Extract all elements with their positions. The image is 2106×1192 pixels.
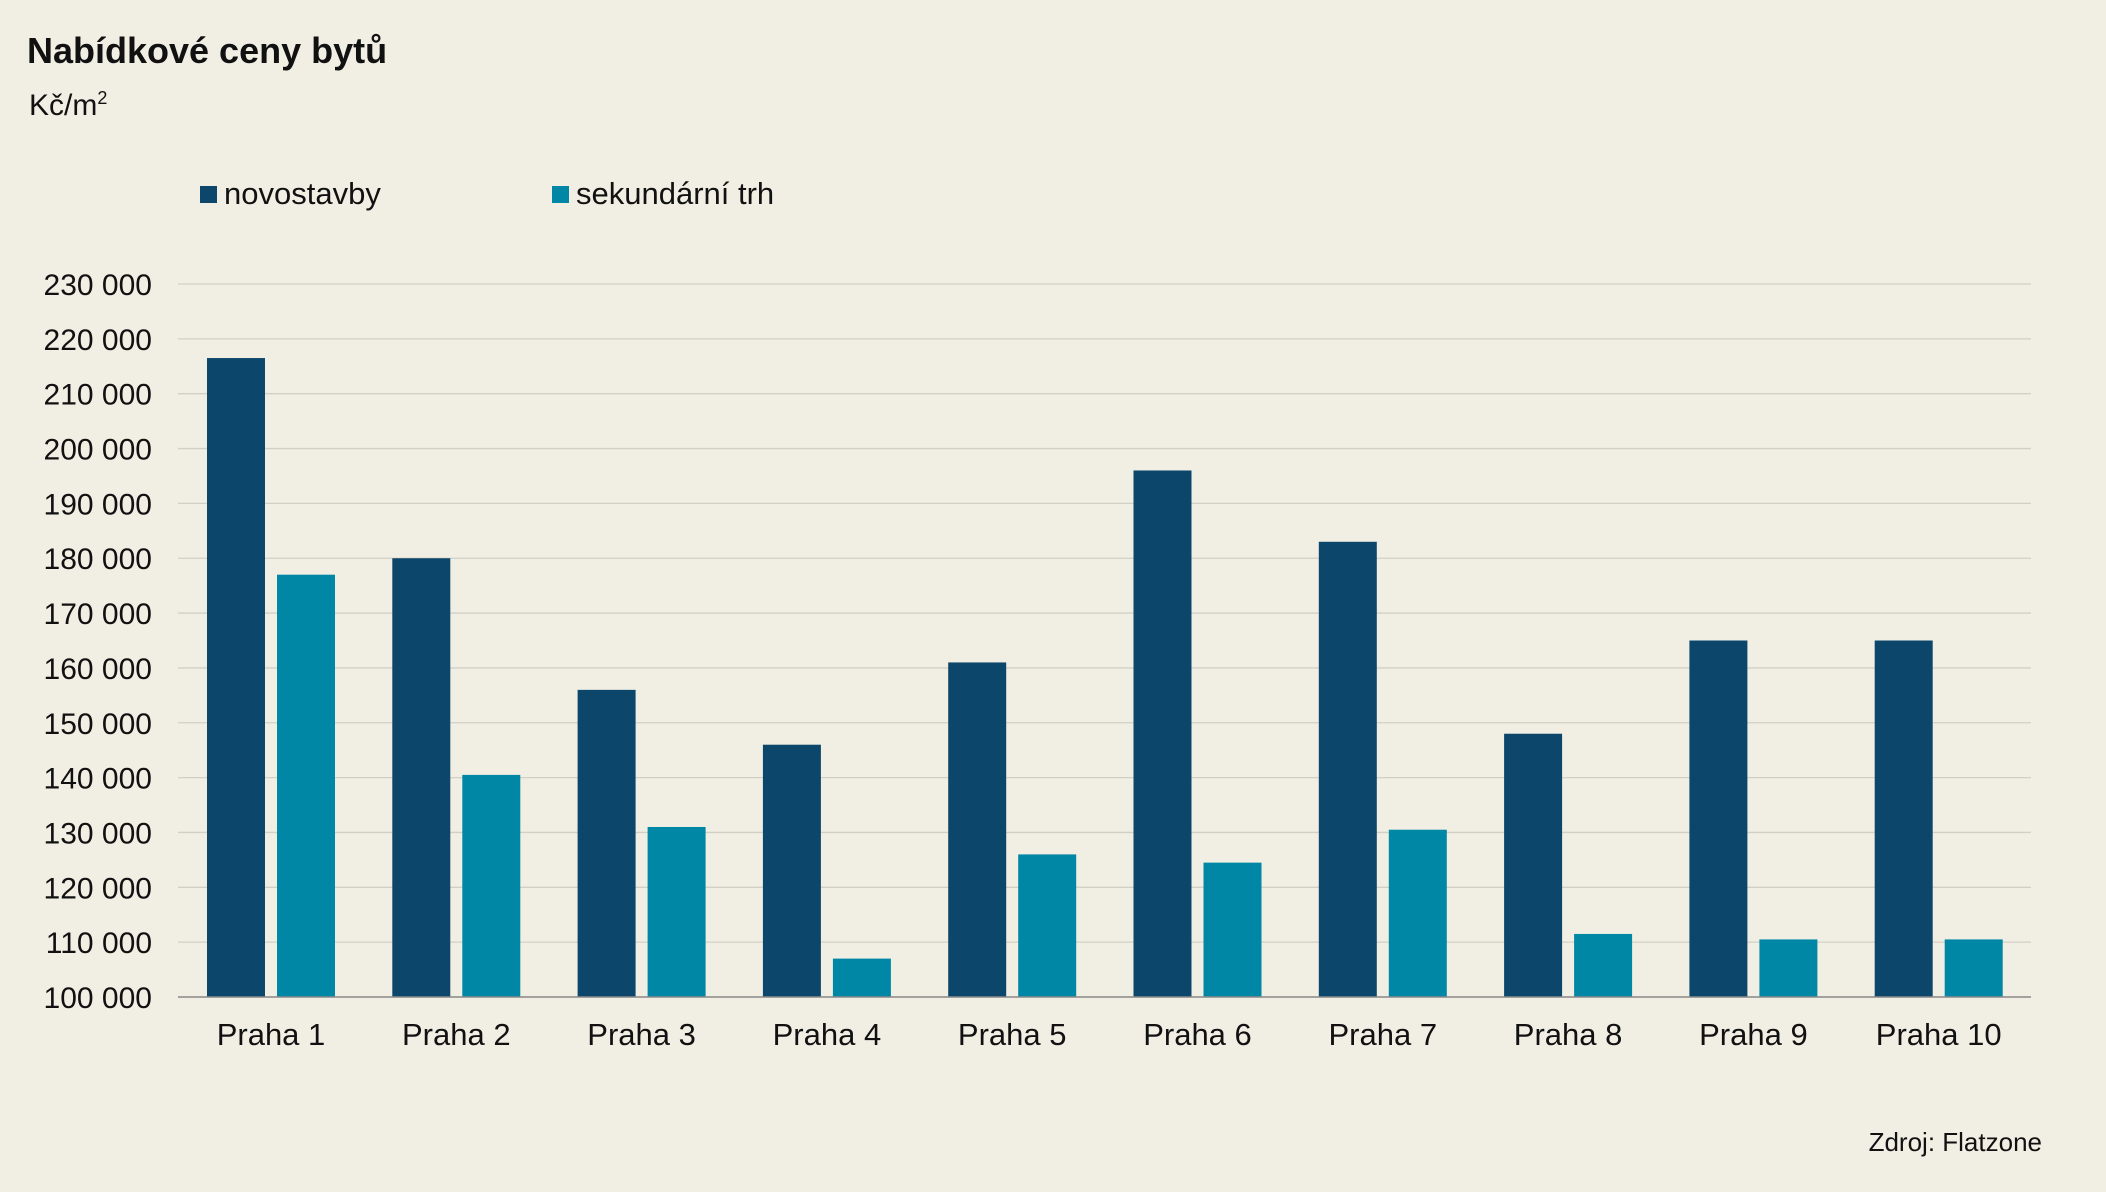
legend-swatch-sekundarni-trh: [552, 185, 569, 203]
legend-label-sekundarni-trh: sekundární trh: [576, 176, 775, 211]
y-tick-label: 200 000: [44, 434, 152, 467]
x-tick-label: Praha 4: [773, 1017, 882, 1052]
y-tick-label: 110 000: [46, 927, 152, 960]
bar-sekundarni-trh: [1388, 829, 1447, 997]
bar-novostavby: [762, 744, 821, 997]
x-tick-label: Praha 3: [587, 1017, 696, 1052]
bar-novostavby: [207, 358, 265, 997]
y-tick-label: 180 000: [44, 543, 152, 576]
legend-swatch-novostavby: [200, 185, 217, 203]
legend-label-novostavby: novostavby: [224, 176, 381, 211]
y-tick-label: 190 000: [44, 488, 152, 521]
bar-sekundarni-trh: [1944, 939, 2003, 997]
y-tick-label: 160 000: [44, 653, 152, 686]
bar-novostavby: [1689, 640, 1748, 997]
x-tick-label: Praha 6: [1143, 1017, 1252, 1052]
bar-sekundarni-trh: [1018, 854, 1077, 997]
bar-sekundarni-trh: [1203, 862, 1262, 997]
bar-novostavby: [392, 558, 451, 997]
y-tick-label: 210 000: [44, 379, 152, 412]
chart-title: Nabídkové ceny bytů: [27, 30, 388, 71]
x-tick-label: Praha 8: [1514, 1017, 1623, 1052]
unit-label: Kč/m2: [29, 88, 107, 123]
y-tick-label: 100 000: [44, 982, 152, 1015]
x-tick-label: Praha 2: [402, 1017, 511, 1052]
legend-item-novostavby: novostavby: [200, 174, 381, 214]
x-tick-label: Praha 7: [1329, 1017, 1438, 1052]
bar-sekundarni-trh: [1759, 939, 1818, 997]
unit-superscript: 2: [97, 88, 108, 108]
y-tick-label: 150 000: [44, 708, 152, 741]
x-tick-label: Praha 9: [1699, 1017, 1808, 1052]
bar-sekundarni-trh: [832, 958, 891, 997]
bar-sekundarni-trh: [647, 826, 706, 997]
y-tick-label: 140 000: [44, 763, 152, 796]
bar-novostavby: [948, 662, 1007, 997]
bar-novostavby: [577, 689, 636, 997]
bar-sekundarni-trh: [462, 774, 521, 997]
y-tick-label: 230 000: [44, 269, 152, 302]
bar-novostavby: [1318, 541, 1377, 997]
y-tick-label: 120 000: [44, 872, 152, 905]
bar-sekundarni-trh: [277, 574, 335, 997]
x-tick-label: Praha 10: [1876, 1017, 2002, 1052]
x-tick-label: Praha 5: [958, 1017, 1067, 1052]
bar-novostavby: [1133, 470, 1192, 997]
bar-sekundarni-trh: [1574, 933, 1633, 997]
x-tick-label: Praha 1: [217, 1017, 326, 1052]
y-tick-label: 170 000: [44, 598, 152, 631]
bar-novostavby: [1504, 733, 1563, 997]
legend-item-sekundarni-trh: sekundární trh: [552, 174, 774, 214]
unit-base: Kč/m: [29, 89, 98, 122]
source-note: Zdroj: Flatzone: [1868, 1127, 2042, 1157]
y-tick-label: 130 000: [44, 817, 152, 850]
bar-novostavby: [1874, 640, 1933, 997]
y-tick-label: 220 000: [44, 324, 152, 357]
